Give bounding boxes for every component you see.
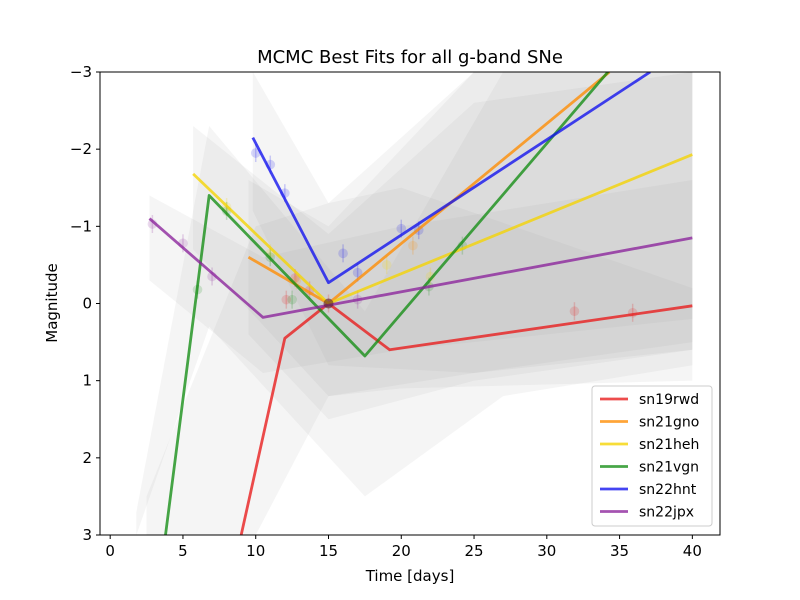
- legend-label-sn19rwd: sn19rwd: [639, 392, 699, 408]
- x-axis: 0 5 10 15 20 25 30 35 40: [105, 535, 702, 560]
- fit-lines: [148, 72, 693, 535]
- legend-label-sn21heh: sn21heh: [639, 437, 699, 453]
- x-tick-label: 5: [178, 542, 188, 560]
- y-tick-label: −2: [70, 140, 92, 158]
- y-tick-label: −3: [70, 63, 92, 81]
- y-axis: 3 2 1 0 −1 −2 −3: [70, 63, 100, 544]
- y-tick-label: 2: [82, 449, 92, 467]
- legend: sn19rwd sn21gno sn21heh sn21vgn sn22hnt sn22j…: [591, 385, 713, 527]
- fit-line-sn22hnt: [251, 72, 651, 285]
- y-tick-label: 1: [82, 372, 92, 390]
- point-sn22hnt: [396, 223, 407, 234]
- x-axis-label: Time [days]: [365, 567, 455, 585]
- point-sn19rwd: [569, 306, 580, 317]
- y-axis-label: Magnitude: [43, 263, 61, 342]
- legend-label-sn21vgn: sn21vgn: [639, 460, 699, 476]
- anchor-point: [323, 298, 334, 309]
- chart-title: MCMC Best Fits for all g-band SNe: [257, 47, 563, 68]
- x-tick-label: 0: [105, 542, 115, 560]
- point-sn21heh: [425, 271, 436, 282]
- y-tick-label: −1: [70, 217, 92, 235]
- x-tick-label: 35: [610, 542, 629, 560]
- point-sn21heh: [381, 260, 392, 270]
- fit-line-sn22jpx: [148, 217, 693, 319]
- legend-label-sn22hnt: sn22hnt: [639, 482, 697, 498]
- x-tick-label: 20: [392, 542, 411, 560]
- legend-label-sn21gno: sn21gno: [639, 415, 699, 431]
- x-tick-label: 15: [319, 542, 338, 560]
- band-sn19rwd: [146, 187, 693, 535]
- band-sn21vgn: [136, 72, 693, 535]
- point-sn21vgn: [287, 294, 297, 305]
- point-sn22hnt: [338, 248, 348, 259]
- y-tick-label: 0: [82, 295, 92, 313]
- x-tick-label: 25: [464, 542, 483, 560]
- point-sn22hnt: [352, 267, 363, 278]
- x-tick-label: 10: [246, 542, 265, 560]
- x-tick-label: 40: [683, 542, 702, 560]
- fit-line-sn21vgn: [164, 72, 609, 535]
- y-tick-label: 3: [82, 526, 92, 544]
- point-sn19rwd: [281, 294, 292, 305]
- x-tick-label: 30: [537, 542, 556, 560]
- legend-label-sn22jpx: sn22jpx: [639, 505, 694, 521]
- band-sn21heh: [193, 72, 693, 397]
- point-sn21gno: [408, 240, 418, 251]
